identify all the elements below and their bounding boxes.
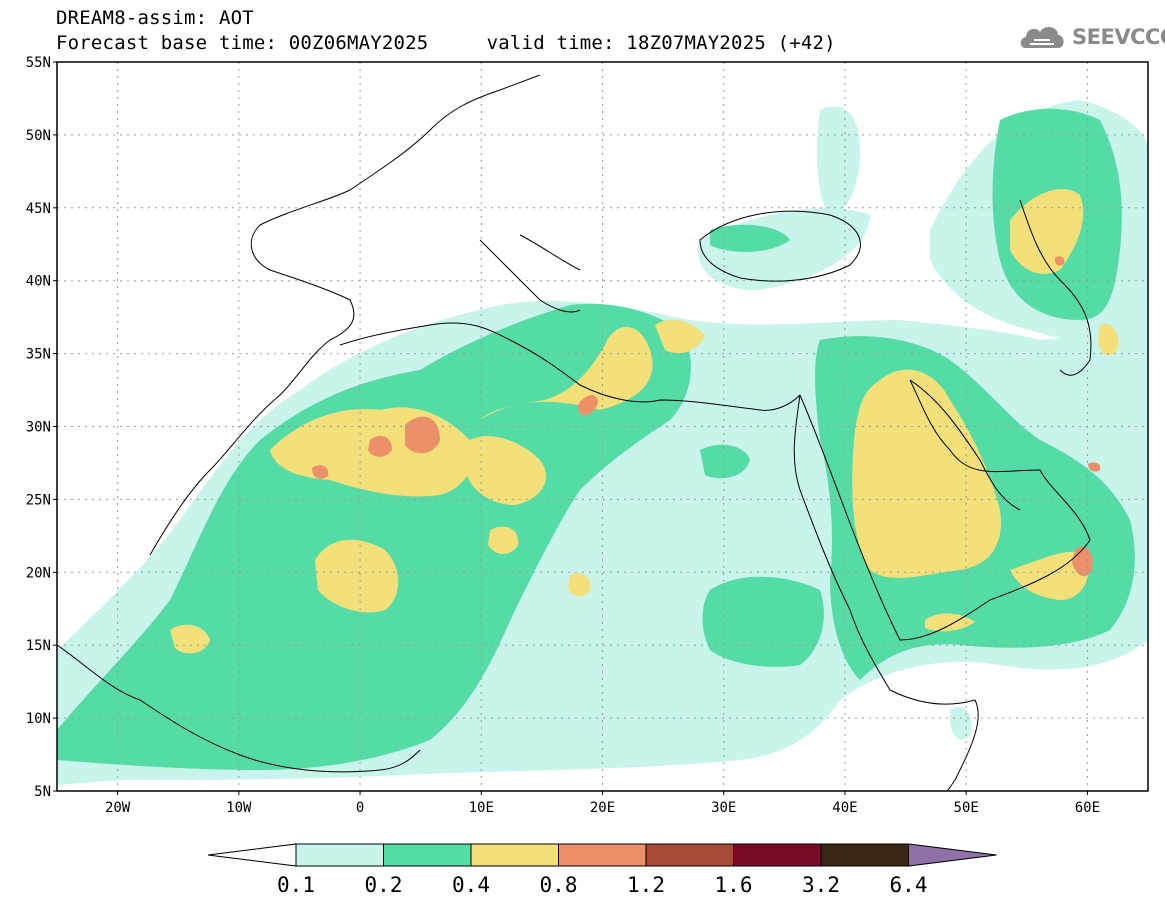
aot-contour-light xyxy=(949,706,972,740)
aot-contour-yellow xyxy=(465,436,546,505)
colorbar-over-triangle xyxy=(908,843,997,867)
colorbar-level-label: 0.1 xyxy=(277,873,315,897)
aot-contour-green xyxy=(710,224,790,252)
coastline-red-sea-west xyxy=(793,394,891,691)
coastline-persian-gulf xyxy=(909,379,1021,511)
lat-tick-label: 10N xyxy=(26,711,51,727)
aot-contour-orange xyxy=(578,395,598,416)
aot-contour-yellow xyxy=(568,573,591,597)
coastlines xyxy=(57,74,1092,791)
lat-tick-label: 50N xyxy=(26,128,51,144)
colorbar-swatch xyxy=(295,843,384,867)
aot-contour-green xyxy=(702,576,824,667)
seevccc-logo: SEEVCCC xyxy=(1018,22,1165,52)
lat-tick-label: 35N xyxy=(26,347,51,363)
lon-tick-label: 20E xyxy=(590,800,615,816)
colorbar-level-label: 1.2 xyxy=(627,873,665,897)
lon-tick-label: 10W xyxy=(226,800,252,816)
lat-tick-label: 15N xyxy=(26,638,51,654)
lat-tick-label: 40N xyxy=(26,274,51,290)
aot-contour-orange xyxy=(405,416,440,454)
colorbar-labels: 0.1 0.2 0.4 0.8 1.2 1.6 3.2 6.4 xyxy=(277,873,927,897)
aot-contour-green xyxy=(700,444,750,479)
lat-tick-label: 20N xyxy=(26,565,51,581)
forecast-times: Forecast base time: 00Z06MAY2025 valid t… xyxy=(56,32,836,54)
coastline-west-africa-europe xyxy=(149,74,541,556)
longitude-axis: 20W 10W 0 10E 20E 30E 40E 50E 60E xyxy=(105,791,1100,816)
coastline-italy xyxy=(479,234,581,313)
lat-tick-label: 45N xyxy=(26,201,51,217)
colorbar-level-label: 0.4 xyxy=(452,873,490,897)
aot-contour-yellow xyxy=(1010,189,1084,274)
map-title: DREAM8-assim: AOT xyxy=(56,7,254,29)
lon-tick-label: 30E xyxy=(711,800,736,816)
aot-contour-orange xyxy=(312,465,329,479)
colorbar-swatch xyxy=(558,843,647,867)
colorbar-level-label: 6.4 xyxy=(890,873,928,897)
aot-contour-yellow xyxy=(170,624,210,654)
colorbar-swatch xyxy=(820,843,909,867)
coastline-black-sea xyxy=(699,210,861,282)
lon-tick-label: 40E xyxy=(832,800,857,816)
latitude-axis: 55N 50N 45N 40N 35N 30N 25N 20N 15N 10N 5N xyxy=(26,55,57,800)
aot-contour-orange xyxy=(1088,462,1101,472)
aot-contour-yellow xyxy=(655,319,705,354)
aot-contour-yellow xyxy=(488,526,519,555)
aot-contour-light xyxy=(817,106,860,215)
coastline-arabia xyxy=(799,379,1091,641)
coastline-north-africa xyxy=(339,322,801,411)
colorbar-swatch xyxy=(645,843,734,867)
aot-contour-yellow xyxy=(852,369,1001,578)
aot-contour-yellow xyxy=(315,539,399,613)
colorbar-under-triangle xyxy=(207,843,297,867)
lat-tick-label: 5N xyxy=(34,784,51,800)
aot-contour-orange xyxy=(368,435,392,457)
aot-contour-green xyxy=(57,303,691,770)
aot-contour-yellow xyxy=(1010,551,1089,600)
colorbar-level-label: 0.2 xyxy=(365,873,403,897)
aot-contour-yellow xyxy=(1098,323,1119,356)
cloud-icon xyxy=(1020,26,1064,48)
colorbar-level-label: 0.8 xyxy=(540,873,578,897)
lat-tick-label: 25N xyxy=(26,492,51,508)
lon-tick-label: 20W xyxy=(105,800,131,816)
colorbar-swatch xyxy=(733,843,822,867)
colorbar-level-label: 1.6 xyxy=(715,873,753,897)
colorbar-level-label: 3.2 xyxy=(802,873,840,897)
coastline-horn-africa xyxy=(889,689,979,791)
coastline-caspian xyxy=(1019,199,1092,376)
coastline-gulf-guinea xyxy=(57,644,421,773)
lon-tick-label: 60E xyxy=(1075,800,1100,816)
lat-tick-label: 55N xyxy=(26,55,51,71)
lat-tick-label: 30N xyxy=(26,420,51,436)
lon-tick-label: 0 xyxy=(356,800,364,816)
lon-tick-label: 10E xyxy=(469,800,494,816)
colorbar-swatch xyxy=(470,843,559,867)
graticule xyxy=(57,62,1148,791)
colorbar-swatch xyxy=(383,843,472,867)
logo-text: SEEVCCC xyxy=(1072,25,1165,49)
lon-tick-label: 50E xyxy=(954,800,979,816)
colorbar xyxy=(207,843,997,867)
aot-contour-orange xyxy=(1054,256,1065,266)
